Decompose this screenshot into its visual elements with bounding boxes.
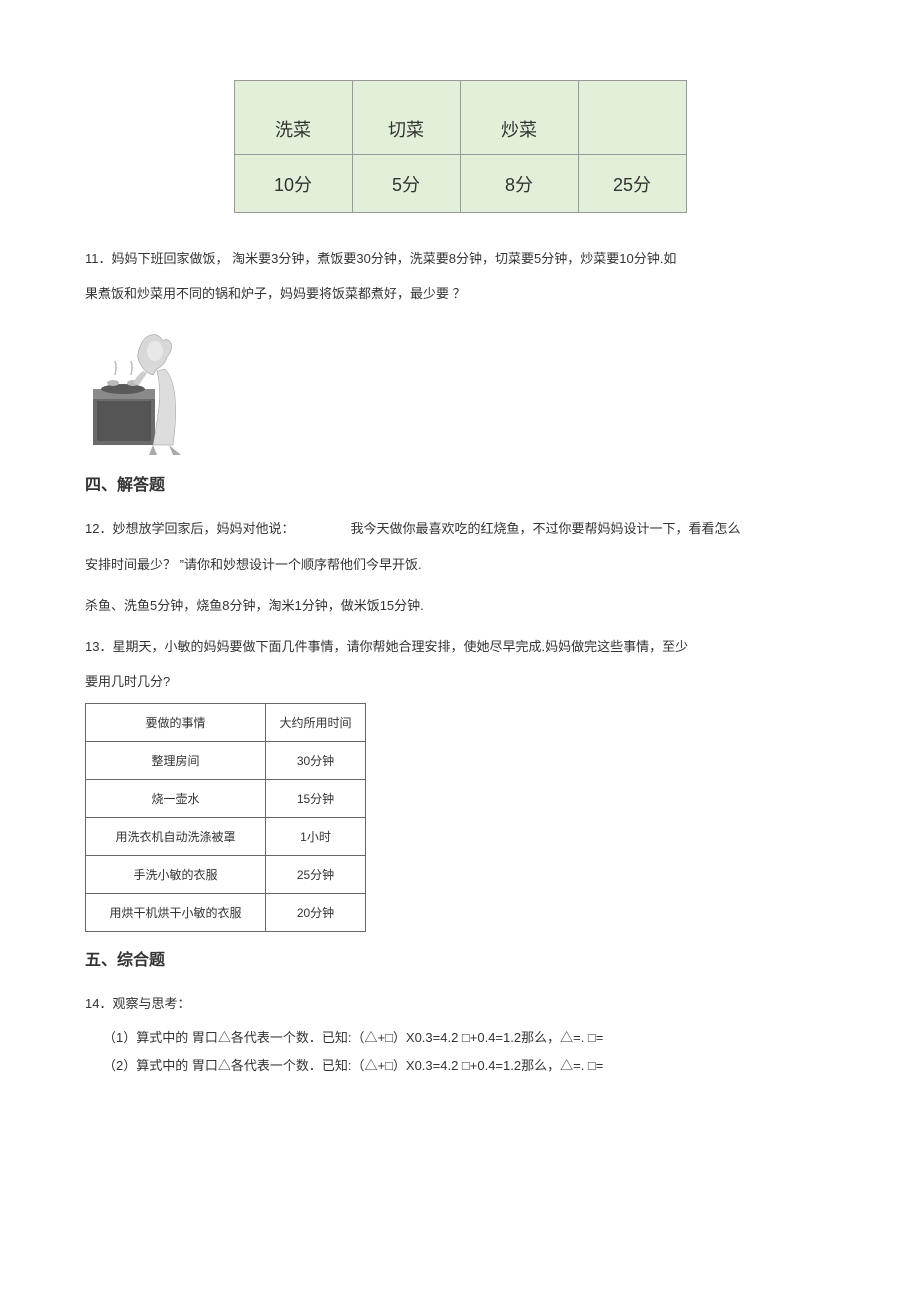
table-cell: 8分 <box>460 155 578 213</box>
q11-line2: 果煮饭和炒菜用不同的锅和炉子，妈妈要将饭菜都煮好，最少要 ？ <box>85 278 835 309</box>
section-4-title: 四、解答题 <box>85 471 835 495</box>
q14-sub1-text: 算式中的 胃口△各代表一个数．已知:（△+□）X0.3=4.2 □+0.4=1.… <box>136 1030 603 1045</box>
table-cell <box>578 81 686 155</box>
q13-line2: 要用几时几分? <box>85 666 835 697</box>
q14-number: 14 <box>85 996 99 1011</box>
q14-sub1-label: （1） <box>103 1030 136 1045</box>
q14-sub2-text: 算式中的 胃口△各代表一个数．已知:（△+□）X0.3=4.2 □+0.4=1.… <box>136 1058 603 1073</box>
q13-number: 13 <box>85 639 99 654</box>
q13-line1: 13．星期天，小敏的妈妈要做下面几件事情，请你帮她合理安排，使她尽早完成.妈妈做… <box>85 631 835 662</box>
table-cell: 10分 <box>234 155 352 213</box>
q12-text-a: ．妙想放学回家后，妈妈对他说： <box>99 521 294 536</box>
cooking-illustration <box>85 317 195 457</box>
table-cell: 切菜 <box>352 81 460 155</box>
table-cell: 25分 <box>578 155 686 213</box>
table-cell: 炒菜 <box>460 81 578 155</box>
chore-cell: 30分钟 <box>266 742 366 780</box>
q14-text-a: ．观察与思考： <box>99 996 190 1011</box>
q12-text-b: 我今天做你最喜欢吃的红烧鱼，不过你要帮妈妈设计一下，看看怎么 <box>350 521 740 536</box>
q14-sub2: （2）算式中的 胃口△各代表一个数．已知:（△+□）X0.3=4.2 □+0.4… <box>103 1052 835 1081</box>
q11-text-a: ．妈妈下班回家做饭， 淘米要3分钟，煮饭要30分钟，洗菜要8分钟，切菜要5分钟，… <box>99 251 677 266</box>
chore-cell: 15分钟 <box>266 780 366 818</box>
q11-number: 11 <box>85 251 99 266</box>
q14-sub1: （1）算式中的 胃口△各代表一个数．已知:（△+□）X0.3=4.2 □+0.4… <box>103 1024 835 1053</box>
chore-cell: 20分钟 <box>266 894 366 932</box>
q11-line1: 11．妈妈下班回家做饭， 淘米要3分钟，煮饭要30分钟，洗菜要8分钟，切菜要5分… <box>85 243 835 274</box>
q12-line2: 安排时间最少？ ”请你和妙想设计一个顺序帮他们今早开饭. <box>85 549 835 580</box>
q12-line1: 12．妙想放学回家后，妈妈对他说： 我今天做你最喜欢吃的红烧鱼，不过你要帮妈妈设计… <box>85 513 835 544</box>
chore-cell: 烧一壶水 <box>86 780 266 818</box>
chore-header: 要做的事情 <box>86 704 266 742</box>
chore-cell: 1小时 <box>266 818 366 856</box>
chore-cell: 25分钟 <box>266 856 366 894</box>
chore-cell: 用洗衣机自动洗涤被罩 <box>86 818 266 856</box>
chore-table: 要做的事情 大约所用时间 整理房间 30分钟 烧一壶水 15分钟 用洗衣机自动洗… <box>85 703 366 932</box>
q14-sub2-label: （2） <box>103 1058 136 1073</box>
chore-cell: 手洗小敏的衣服 <box>86 856 266 894</box>
q13-text-a: ．星期天，小敏的妈妈要做下面几件事情，请你帮她合理安排，使她尽早完成.妈妈做完这… <box>99 639 688 654</box>
q12-line3: 杀鱼、洗鱼5分钟，烧鱼8分钟，淘米1分钟，做米饭15分钟. <box>85 590 835 621</box>
q14-line1: 14．观察与思考： <box>85 988 835 1019</box>
chore-cell: 用烘干机烘干小敏的衣服 <box>86 894 266 932</box>
table-cell: 洗菜 <box>234 81 352 155</box>
chore-header: 大约所用时间 <box>266 704 366 742</box>
chore-cell: 整理房间 <box>86 742 266 780</box>
table-cell: 5分 <box>352 155 460 213</box>
q12-number: 12 <box>85 521 99 536</box>
section-5-title: 五、综合题 <box>85 946 835 970</box>
cooking-time-table: 洗菜 切菜 炒菜 10分 5分 8分 25分 <box>234 80 687 213</box>
